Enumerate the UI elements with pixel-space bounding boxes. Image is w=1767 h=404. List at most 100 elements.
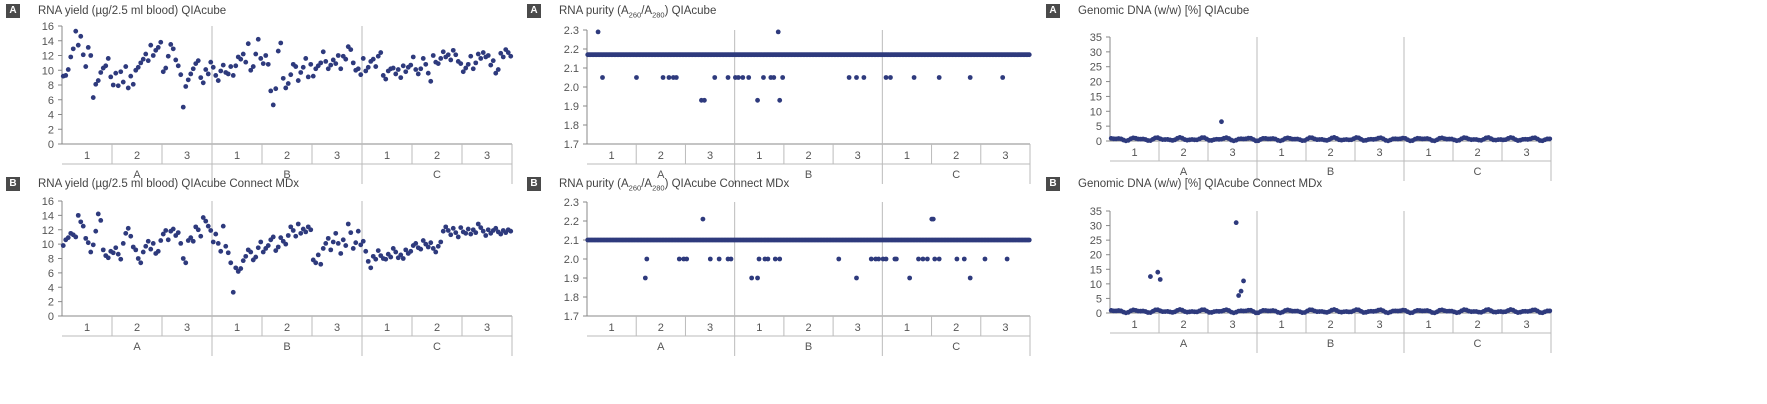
data-point [465, 226, 471, 232]
group-label: A [1180, 338, 1188, 350]
data-point [238, 266, 244, 271]
outlier-point [600, 75, 605, 80]
data-point [325, 235, 331, 241]
data-point [128, 233, 134, 239]
outlier-point [1219, 119, 1224, 125]
data-point [105, 56, 111, 61]
data-point [340, 237, 346, 243]
data-point [425, 70, 431, 76]
data-point [433, 249, 439, 255]
subgroup-label: 1 [609, 150, 615, 162]
data-point [285, 81, 291, 86]
data-point [78, 219, 84, 225]
title-subscript: 280 [652, 10, 665, 20]
y-tick-label: 35 [1090, 32, 1102, 44]
outlier-point [780, 75, 786, 80]
data-point [373, 256, 379, 262]
outlier-point [961, 256, 967, 262]
data-point [295, 78, 301, 83]
data-point [368, 265, 374, 271]
data-point [258, 239, 264, 245]
outlier-point [1148, 274, 1153, 279]
data-point [98, 70, 104, 75]
data-point [450, 225, 456, 231]
title-subscript: 260 [628, 10, 642, 20]
data-point [120, 241, 126, 246]
outlier-point [1238, 288, 1244, 294]
data-point [275, 244, 281, 250]
data-point [265, 243, 271, 248]
y-tick-label: 6 [48, 95, 54, 107]
data-point [485, 227, 491, 233]
data-point [175, 63, 181, 69]
title-text: RNA purity (A [559, 5, 629, 17]
chart-title: Genomic DNA (w/w) [%] QIAcube [1078, 4, 1249, 18]
data-point [240, 258, 246, 264]
data-point [493, 70, 499, 76]
data-point [210, 239, 216, 245]
data-point [170, 46, 176, 52]
data-point [303, 56, 309, 61]
data-point [445, 52, 451, 58]
data-point [470, 66, 476, 72]
data-point [228, 64, 234, 69]
data-point [440, 49, 446, 55]
data-point [480, 50, 486, 55]
data-point [120, 79, 126, 85]
subgroup-label: 1 [904, 150, 910, 162]
group-label: A [133, 341, 141, 353]
data-point [123, 230, 129, 236]
outlier-point [755, 275, 760, 281]
data-point [428, 78, 434, 84]
data-point [373, 64, 379, 69]
outlier-point [660, 75, 666, 80]
data-point [273, 86, 279, 92]
outlier-point [936, 75, 942, 80]
data-point [448, 232, 454, 238]
data-point [228, 260, 234, 266]
subgroup-label: 2 [805, 322, 811, 334]
group-label: C [952, 169, 960, 181]
data-point [178, 241, 184, 246]
data-point [80, 52, 86, 58]
data-point [398, 252, 404, 258]
outlier-point [771, 75, 777, 80]
data-point [88, 249, 94, 255]
data-point [138, 60, 144, 66]
chart-title: Genomic DNA (w/w) [%] QIAcube Connect MD… [1078, 177, 1322, 191]
data-point [318, 60, 324, 66]
subgroup-label: 3 [334, 322, 340, 334]
data-point [195, 227, 201, 233]
data-point [328, 247, 334, 253]
data-point [265, 61, 271, 67]
subgroup-label: 3 [707, 322, 713, 334]
data-point [508, 53, 514, 59]
data-point [123, 64, 129, 69]
panel-badge: B [527, 177, 541, 191]
data-point [258, 56, 264, 61]
data-point [345, 221, 351, 227]
subgroup-label: 1 [234, 322, 240, 334]
data-point [275, 48, 281, 54]
data-point [65, 67, 71, 72]
y-tick-label: 25 [1090, 235, 1102, 247]
subgroup-label: 3 [1523, 147, 1529, 159]
data-point [200, 80, 206, 86]
data-point [158, 39, 164, 45]
y-tick-label: 20 [1090, 250, 1102, 262]
subgroup-label: 2 [658, 150, 664, 162]
data-point [430, 53, 436, 58]
y-tick-label: 16 [42, 196, 54, 208]
y-tick-label: 4 [48, 110, 54, 122]
data-point [418, 246, 424, 252]
data-point [238, 56, 244, 62]
data-point [245, 41, 251, 47]
chart-title: RNA yield (µg/2.5 ml blood) QIAcube Conn… [38, 177, 299, 191]
group-label: B [1327, 166, 1334, 178]
data-point [143, 51, 149, 57]
outlier-point [728, 256, 734, 262]
data-point [248, 67, 254, 73]
chart-title: RNA yield (µg/2.5 ml blood) QIAcube [38, 4, 226, 18]
data-point [125, 225, 131, 231]
outlier-point [907, 275, 913, 281]
